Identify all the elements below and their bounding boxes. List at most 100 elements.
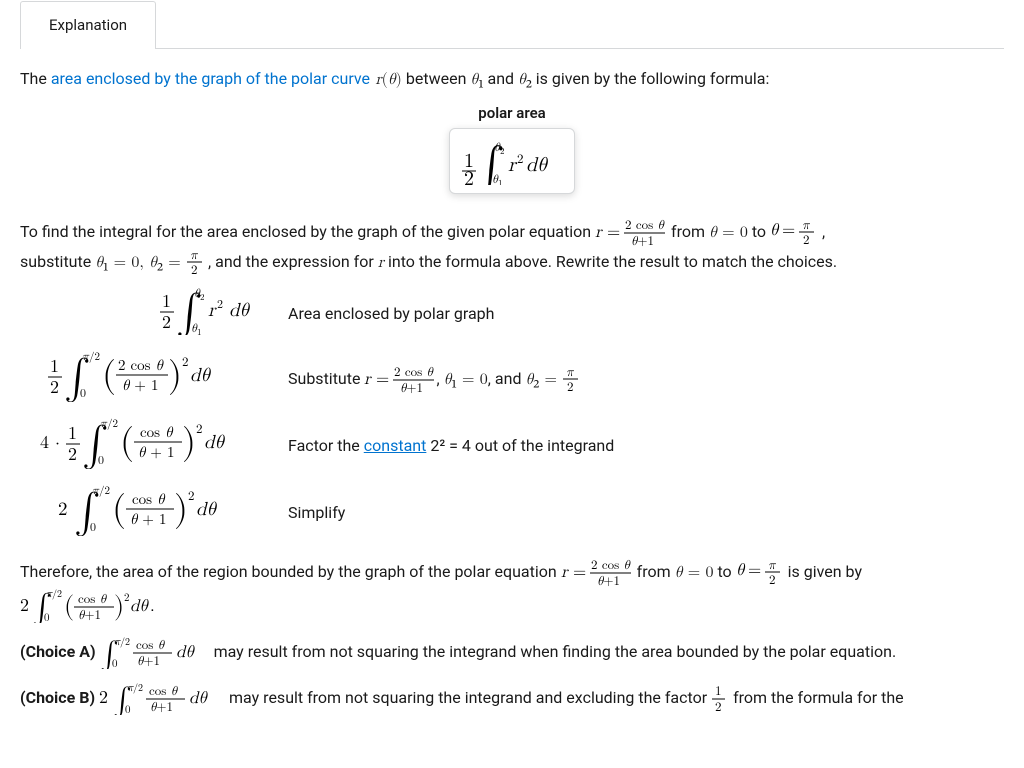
svg-text:2: 2 — [182, 356, 189, 369]
svg-text:2 cos θ: 2 cos θ — [625, 219, 665, 232]
step-2: 1 2 ∫ π/2 0 ( 2 cos θ θ + 1 ) 2 dθ S — [40, 348, 1004, 409]
svg-text:(: ( — [112, 491, 126, 529]
svg-text:cos θ: cos θ — [149, 685, 178, 698]
svg-text:2: 2 — [58, 500, 68, 519]
text: into the formula above. Rewrite the resu… — [384, 252, 837, 271]
text: from — [671, 222, 709, 241]
step-4-comment: Simplify — [288, 501, 345, 525]
svg-text:π: π — [802, 219, 811, 232]
intro-paragraph: The area enclosed by the graph of the po… — [20, 67, 1004, 92]
svg-text:4 ·: 4 · — [40, 434, 60, 452]
step-1: 1 2 ∫ θ2 θ1 r 2 dθ Area enclosed by pola… — [40, 285, 1004, 342]
svg-text:θ: θ — [736, 562, 746, 579]
svg-text:0: 0 — [44, 613, 50, 623]
svg-text:r: r — [561, 564, 569, 581]
svg-text:θ+1: θ+1 — [78, 609, 101, 622]
svg-text:(: ( — [64, 594, 74, 621]
svg-text:π: π — [190, 249, 199, 262]
svg-text:): ) — [114, 594, 124, 621]
svg-text:r: r — [364, 371, 372, 388]
svg-text:): ) — [168, 357, 182, 395]
svg-text:): ) — [174, 491, 188, 529]
svg-text:/2: /2 — [107, 418, 118, 430]
setup-paragraph: To find the integral for the area enclos… — [20, 217, 1004, 275]
svg-text:1: 1 — [50, 358, 59, 376]
svg-text:π: π — [566, 366, 575, 379]
choice-b-tail: may result from not squaring the integra… — [229, 688, 711, 707]
polar-area-link[interactable]: area enclosed by the graph of the polar … — [51, 69, 370, 88]
svg-text:0: 0 — [90, 522, 96, 534]
svg-text:θ + 1: θ + 1 — [130, 512, 166, 527]
svg-text:2 cos θ: 2 cos θ — [118, 358, 165, 373]
step-3-comment: Factor the constant 2² = 4 out of the in… — [288, 434, 614, 458]
intro-prefix: The — [20, 69, 51, 88]
svg-text:θ: θ — [770, 222, 780, 239]
derivation-steps: 1 2 ∫ θ2 θ1 r 2 dθ Area enclosed by pola… — [40, 285, 1004, 543]
svg-text:2: 2 — [196, 423, 203, 436]
svg-text:θ+1: θ+1 — [597, 575, 620, 587]
svg-text:θ + 1: θ + 1 — [138, 445, 174, 460]
choice-a-label: (Choice A) — [20, 642, 100, 661]
svg-text:0: 0 — [80, 388, 86, 400]
svg-text:θ+1: θ+1 — [150, 701, 173, 714]
svg-text:1: 1 — [715, 685, 722, 698]
svg-text:/2: /2 — [89, 351, 100, 363]
svg-text:2: 2 — [50, 379, 59, 397]
svg-text:/2: /2 — [52, 589, 62, 600]
svg-text:=: = — [573, 564, 586, 581]
svg-text:θ+1: θ+1 — [631, 235, 654, 247]
text: substitute — [20, 252, 95, 271]
choice-a-tail: may result from not squaring the integra… — [214, 642, 897, 661]
svg-text:cos θ: cos θ — [132, 492, 166, 507]
svg-text:dθ: dθ — [189, 690, 208, 707]
svg-text:cos θ: cos θ — [140, 425, 174, 440]
svg-text:2: 2 — [217, 299, 223, 311]
svg-text:∫: ∫ — [82, 425, 109, 469]
svg-text:θ + 1: θ + 1 — [122, 378, 158, 393]
svg-text:2 cos θ: 2 cos θ — [394, 366, 434, 379]
svg-text:2: 2 — [715, 701, 722, 713]
svg-text:2: 2 — [500, 147, 505, 156]
choice-b-label: (Choice B) — [20, 688, 99, 707]
svg-text:1: 1 — [162, 293, 171, 311]
svg-text:π: π — [768, 559, 777, 572]
choice-b: (Choice B) 2 ∫ π/2 0 cos θ θ+1 dθ may re… — [20, 681, 1004, 715]
svg-text:1: 1 — [68, 425, 77, 443]
choice-a: (Choice A) ∫ π/2 0 cos θ θ+1 dθ may resu… — [20, 635, 1004, 669]
svg-text:∫: ∫ — [64, 358, 91, 402]
svg-text:0: 0 — [125, 705, 131, 715]
svg-text:.: . — [150, 598, 155, 615]
svg-text:∫: ∫ — [74, 492, 101, 536]
step-1-comment: Area enclosed by polar graph — [288, 302, 494, 326]
step-3: 4 · 1 2 ∫ π/2 0 ( cos θ θ + 1 ) 2 dθ — [40, 415, 1004, 476]
tab-bar: Explanation — [20, 0, 1004, 49]
svg-text:2: 2 — [124, 593, 130, 604]
svg-text:2: 2 — [99, 689, 108, 707]
svg-text:2: 2 — [162, 314, 171, 332]
svg-text:0: 0 — [112, 659, 118, 669]
svg-text:(: ( — [120, 424, 134, 462]
svg-text:0: 0 — [98, 455, 104, 467]
svg-text:dθ: dθ — [190, 366, 212, 385]
svg-text:=: = — [607, 224, 620, 241]
text: to — [752, 222, 770, 241]
svg-text:2: 2 — [769, 574, 776, 585]
svg-text:=: = — [782, 222, 795, 239]
svg-text:dθ: dθ — [196, 500, 218, 519]
constant-link[interactable]: constant — [364, 436, 427, 455]
svg-text:1: 1 — [197, 328, 202, 335]
choice-b-tail2: from the formula for the — [733, 688, 904, 707]
svg-text:θ+1: θ+1 — [400, 382, 423, 394]
svg-text:/2: /2 — [99, 485, 110, 497]
svg-text:/2: /2 — [133, 683, 143, 694]
svg-text:2: 2 — [567, 381, 574, 392]
svg-text:2: 2 — [200, 293, 205, 302]
svg-text:(: ( — [102, 357, 116, 395]
svg-text:θ+1: θ+1 — [137, 655, 160, 668]
svg-text:2: 2 — [191, 264, 198, 275]
svg-text:): ) — [182, 424, 196, 462]
formula-box-label: polar area — [412, 102, 612, 125]
svg-text:2: 2 — [20, 597, 29, 615]
tab-explanation[interactable]: Explanation — [20, 1, 156, 49]
svg-text:dθ: dθ — [229, 301, 251, 320]
